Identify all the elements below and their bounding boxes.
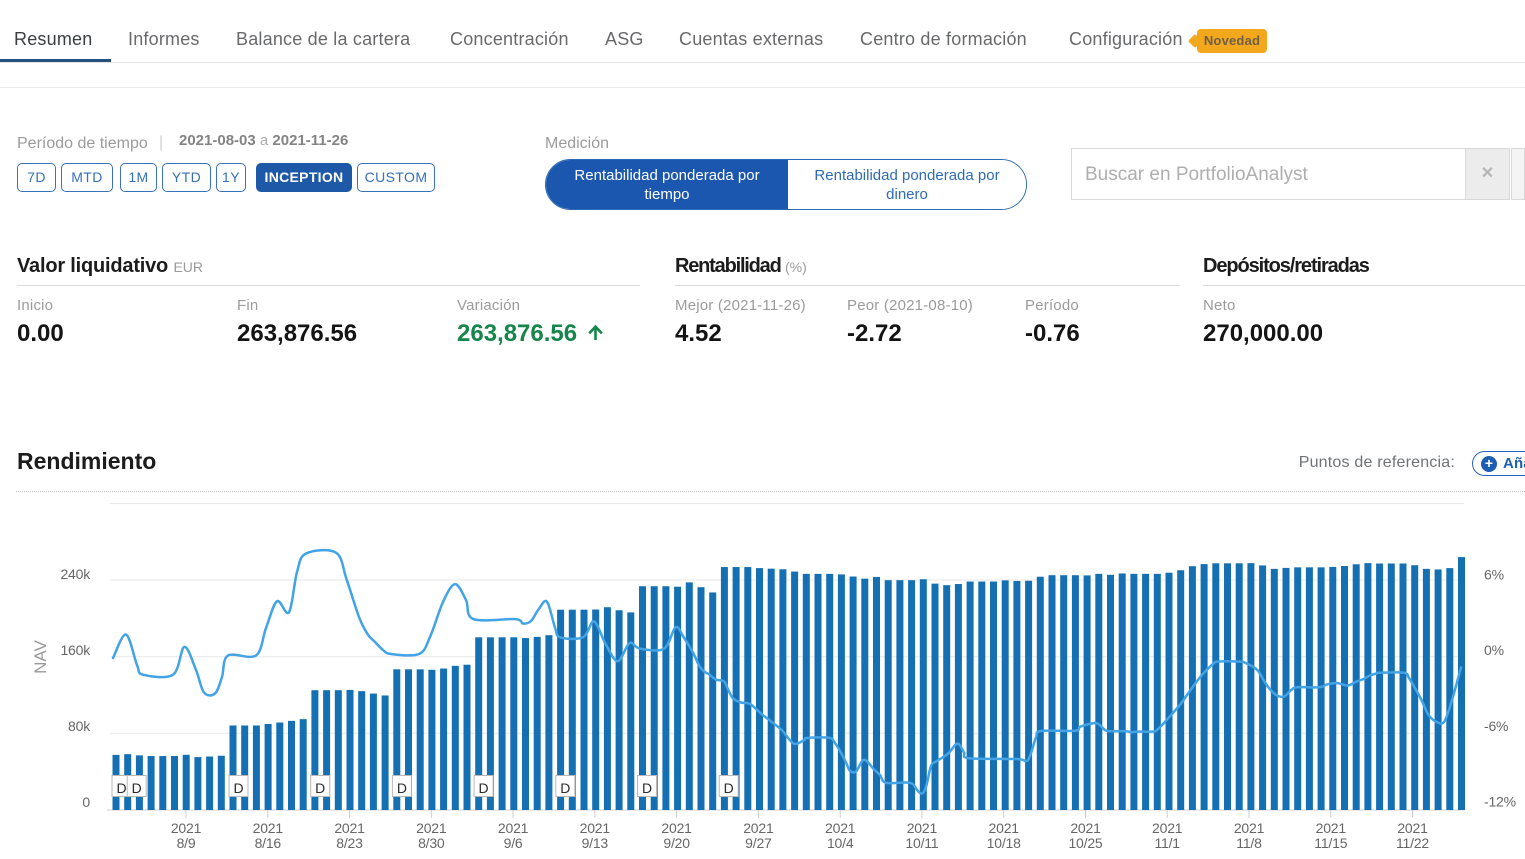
svg-text:160k: 160k <box>60 642 91 658</box>
svg-text:2021: 2021 <box>498 820 529 836</box>
svg-text:240k: 240k <box>60 566 91 582</box>
svg-text:10/4: 10/4 <box>827 835 854 851</box>
svg-text:9/20: 9/20 <box>663 835 690 851</box>
svg-text:2021: 2021 <box>416 820 447 836</box>
svg-text:11/22: 11/22 <box>1396 835 1429 851</box>
svg-text:-6%: -6% <box>1484 718 1508 734</box>
svg-text:11/15: 11/15 <box>1314 835 1347 851</box>
svg-text:2021: 2021 <box>1397 820 1428 836</box>
svg-text:6%: 6% <box>1484 567 1504 583</box>
svg-text:2021: 2021 <box>253 820 284 836</box>
svg-text:D: D <box>560 780 570 796</box>
svg-text:2021: 2021 <box>1316 820 1347 836</box>
svg-text:11/8: 11/8 <box>1236 835 1262 851</box>
svg-text:8/23: 8/23 <box>336 835 363 851</box>
svg-text:8/30: 8/30 <box>418 835 445 851</box>
svg-text:2021: 2021 <box>743 820 774 836</box>
svg-text:2021: 2021 <box>171 820 202 836</box>
svg-text:2021: 2021 <box>1152 820 1183 836</box>
svg-text:10/11: 10/11 <box>905 835 938 851</box>
svg-text:2021: 2021 <box>1070 820 1101 836</box>
svg-text:D: D <box>132 780 142 796</box>
svg-text:D: D <box>116 780 126 796</box>
svg-text:2021: 2021 <box>989 820 1020 836</box>
svg-text:2021: 2021 <box>580 820 611 836</box>
svg-text:D: D <box>642 780 652 796</box>
svg-text:8/16: 8/16 <box>255 835 282 851</box>
svg-text:D: D <box>315 780 325 796</box>
svg-text:10/18: 10/18 <box>987 835 1021 851</box>
svg-text:0: 0 <box>82 794 90 810</box>
svg-text:11/1: 11/1 <box>1154 835 1180 851</box>
svg-text:2021: 2021 <box>661 820 692 836</box>
svg-text:80k: 80k <box>68 718 91 734</box>
svg-text:9/6: 9/6 <box>504 835 523 851</box>
svg-text:NAV: NAV <box>31 639 50 673</box>
svg-text:2021: 2021 <box>1234 820 1265 836</box>
svg-text:9/13: 9/13 <box>582 835 609 851</box>
svg-text:2021: 2021 <box>825 820 856 836</box>
svg-text:D: D <box>233 780 243 796</box>
svg-text:D: D <box>479 780 489 796</box>
svg-text:2021: 2021 <box>334 820 365 836</box>
svg-text:0%: 0% <box>1484 642 1504 658</box>
svg-text:9/27: 9/27 <box>745 835 772 851</box>
svg-text:D: D <box>397 780 407 796</box>
svg-text:D: D <box>724 780 734 796</box>
svg-text:-12%: -12% <box>1484 793 1516 809</box>
svg-text:8/9: 8/9 <box>177 835 196 851</box>
svg-text:10/25: 10/25 <box>1068 835 1102 851</box>
svg-text:2021: 2021 <box>907 820 938 836</box>
